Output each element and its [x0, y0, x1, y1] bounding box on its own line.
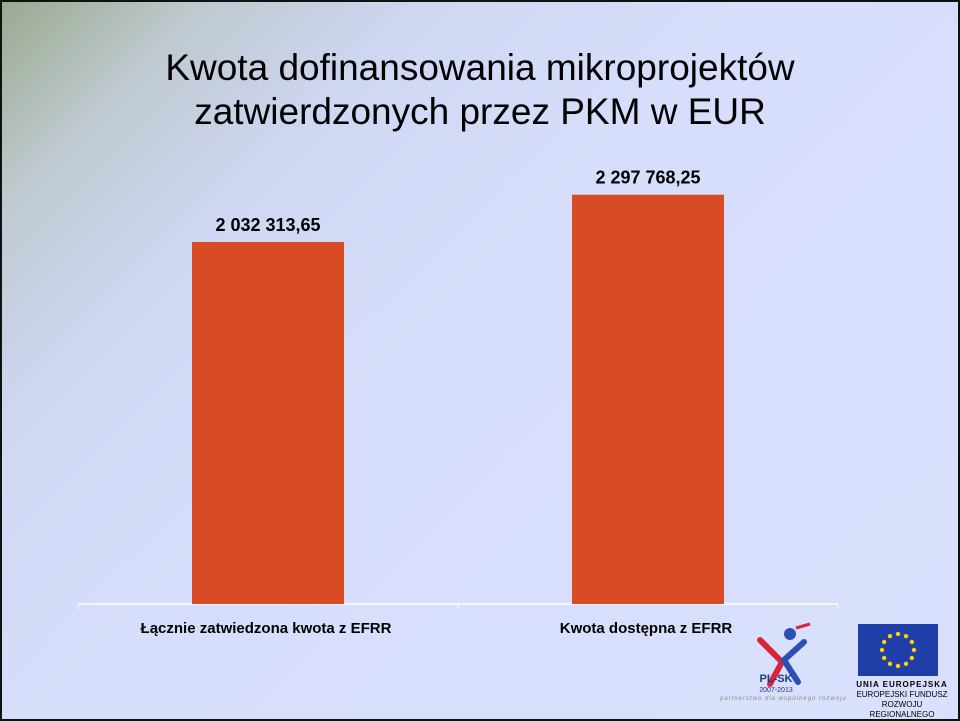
logos-area: PL-SK 2007-2013 partnerstwo dla wspólneg…	[712, 614, 957, 719]
plsk-logo-icon	[757, 622, 811, 687]
eu-flag-icon	[858, 624, 938, 676]
data-label: 2 297 768,25	[595, 168, 700, 188]
eu-star-icon	[887, 633, 893, 639]
eu-star-icon	[911, 647, 917, 653]
plsk-name: PL-SK	[759, 673, 793, 685]
eu-line-2: EUROPEJSKI FUNDUSZ	[856, 690, 948, 699]
eu-star-icon	[879, 647, 885, 653]
motto-text: partnerstwo dla wspólnego rozwoju	[720, 696, 847, 702]
bar	[572, 194, 724, 604]
title-line-1: Kwota dofinansowania mikroprojektów	[165, 47, 795, 88]
eu-star-icon	[887, 661, 893, 667]
eu-star-icon	[909, 655, 915, 661]
eu-star-icon	[881, 655, 887, 661]
eu-star-icon	[903, 633, 909, 639]
chart-title: Kwota dofinansowania mikroprojektów zatw…	[2, 46, 958, 134]
eu-star-icon	[903, 661, 909, 667]
category-label: Kwota dostępna z EFRR	[560, 620, 733, 637]
bar	[192, 242, 344, 604]
eu-line-3: ROZWOJU REGIONALNEGO	[869, 700, 935, 719]
plsk-label: PL-SK 2007-2013	[756, 674, 796, 696]
data-label: 2 032 313,65	[215, 215, 320, 235]
category-label: Łącznie zatwiedzona kwota z EFRR	[141, 620, 392, 637]
eu-star-icon	[909, 639, 915, 645]
eu-star-icon	[881, 639, 887, 645]
eu-star-icon	[895, 663, 901, 669]
eu-caption: UNIA EUROPEJSKA EUROPEJSKI FUNDUSZ ROZWO…	[850, 680, 954, 719]
eu-line-1: UNIA EUROPEJSKA	[856, 680, 948, 689]
title-line-2: zatwierdzonych przez PKM w EUR	[194, 91, 766, 132]
eu-star-icon	[895, 631, 901, 637]
plsk-years: 2007-2013	[759, 687, 793, 694]
